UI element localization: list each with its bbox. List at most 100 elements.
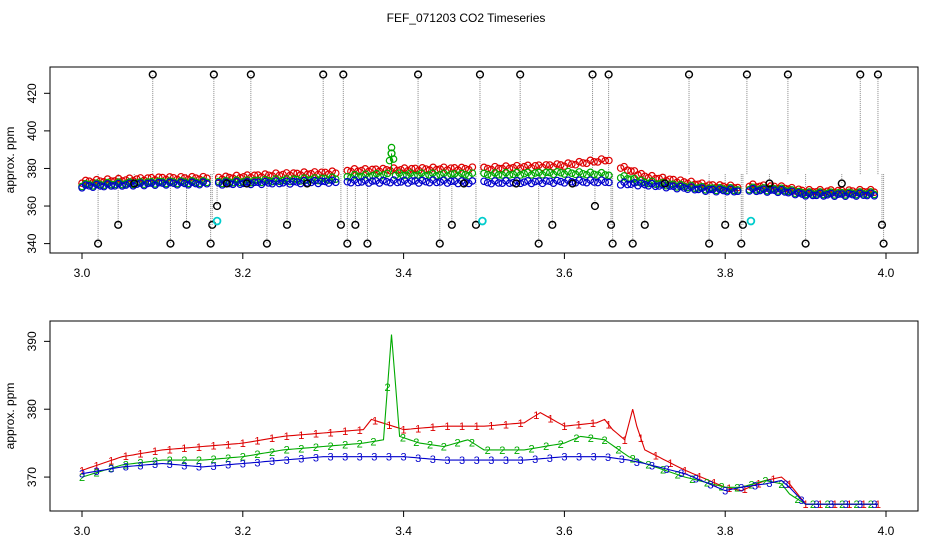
blue-point — [191, 179, 200, 188]
series-2-marker: 2 — [79, 472, 85, 484]
series-3-marker: 3 — [401, 452, 407, 464]
series-1-marker: 1 — [548, 413, 554, 425]
green-point — [494, 171, 503, 179]
blue-point — [823, 190, 832, 199]
black-point — [363, 239, 372, 248]
green-point — [553, 167, 561, 176]
blue-point — [553, 176, 561, 185]
series-3-marker: 3 — [766, 478, 772, 490]
blue-point — [705, 185, 713, 194]
series-1-marker: 1 — [123, 451, 129, 463]
series-1-marker: 1 — [875, 499, 881, 511]
green-point — [491, 169, 499, 177]
blue-point — [491, 177, 499, 185]
series-1-marker: 1 — [682, 465, 688, 477]
black-point — [336, 220, 345, 229]
blue-point — [321, 177, 330, 186]
series-1-marker: 1 — [803, 499, 809, 511]
green-point — [391, 171, 400, 180]
blue-point — [436, 178, 445, 186]
series-2-marker: 2 — [469, 437, 475, 449]
black-point — [114, 220, 123, 229]
series-1-marker: 1 — [342, 426, 348, 438]
black-point — [604, 70, 613, 79]
red-point — [586, 156, 595, 165]
series-1-marker: 1 — [846, 499, 852, 511]
series-2-marker: 2 — [455, 438, 461, 450]
series-1-marker: 1 — [181, 443, 187, 455]
blue-point — [177, 178, 185, 187]
black-point — [873, 70, 883, 79]
y-tick-label: 390 — [25, 331, 39, 351]
plot-area — [78, 70, 888, 248]
blue-point — [143, 179, 152, 188]
series-3-marker: 3 — [664, 464, 670, 476]
green-point — [436, 170, 444, 179]
black-point — [351, 220, 360, 229]
series-3-marker: 3 — [532, 454, 538, 466]
green-point — [505, 171, 514, 179]
series-2-marker: 2 — [427, 440, 433, 452]
blue-point — [166, 178, 174, 187]
series-3-marker: 3 — [79, 469, 85, 481]
blue-point — [261, 177, 269, 186]
green-point — [350, 170, 359, 179]
series-2-marker: 2 — [558, 439, 564, 451]
blue-point — [85, 182, 94, 190]
series-3-marker: 3 — [693, 473, 699, 485]
green-point — [651, 180, 660, 188]
green-point — [387, 143, 396, 152]
series-2-marker: 2 — [630, 453, 636, 465]
blue-point — [418, 176, 427, 185]
black-point — [856, 70, 865, 79]
series-3-marker: 3 — [738, 482, 744, 494]
blue-point — [422, 177, 430, 186]
green-point — [527, 171, 536, 179]
black-point — [877, 220, 887, 229]
green-point — [586, 168, 595, 177]
red-point — [605, 156, 613, 165]
series-1-marker: 1 — [254, 436, 260, 448]
series-1-marker: 1 — [711, 478, 717, 490]
blue-point — [575, 176, 584, 184]
blue-point — [859, 191, 868, 200]
blue-point — [719, 186, 728, 195]
green-point — [457, 169, 466, 178]
series-2-marker: 2 — [543, 441, 549, 453]
series-2-marker: 2 — [588, 433, 594, 445]
blue-point — [92, 180, 101, 189]
blue-point — [317, 177, 326, 185]
blue-point — [680, 184, 688, 192]
black-point — [148, 70, 157, 79]
green-point — [545, 168, 554, 177]
red-point — [261, 170, 269, 178]
series-3-marker: 3 — [415, 453, 421, 465]
blue-point — [393, 178, 402, 187]
blue-point — [691, 185, 699, 194]
series-2-marker: 2 — [152, 456, 158, 468]
black-point — [783, 70, 793, 79]
series-3-marker: 3 — [459, 455, 465, 467]
black-point — [742, 70, 752, 79]
series-2-marker: 2 — [514, 445, 520, 457]
series-2-marker: 2 — [499, 445, 505, 457]
red-point — [103, 175, 112, 183]
series-1-marker: 1 — [786, 479, 792, 491]
black-point — [242, 179, 251, 188]
series-3-marker: 3 — [634, 457, 640, 469]
cyan-point — [212, 216, 222, 226]
blue-point — [307, 178, 315, 187]
green-point — [383, 169, 392, 178]
blue-point — [468, 177, 477, 185]
series-2-marker: 2 — [240, 452, 246, 464]
series-2-marker: 2 — [269, 447, 275, 459]
blue-point — [188, 178, 196, 186]
series-3-marker: 3 — [254, 457, 260, 469]
blue-point — [279, 179, 287, 187]
red-point — [545, 161, 554, 169]
plot-frame — [49, 320, 919, 512]
series-3-marker: 3 — [313, 452, 319, 464]
series-2-marker: 2 — [868, 499, 874, 511]
series-2-marker: 2 — [181, 455, 187, 467]
blue-point — [107, 182, 116, 190]
